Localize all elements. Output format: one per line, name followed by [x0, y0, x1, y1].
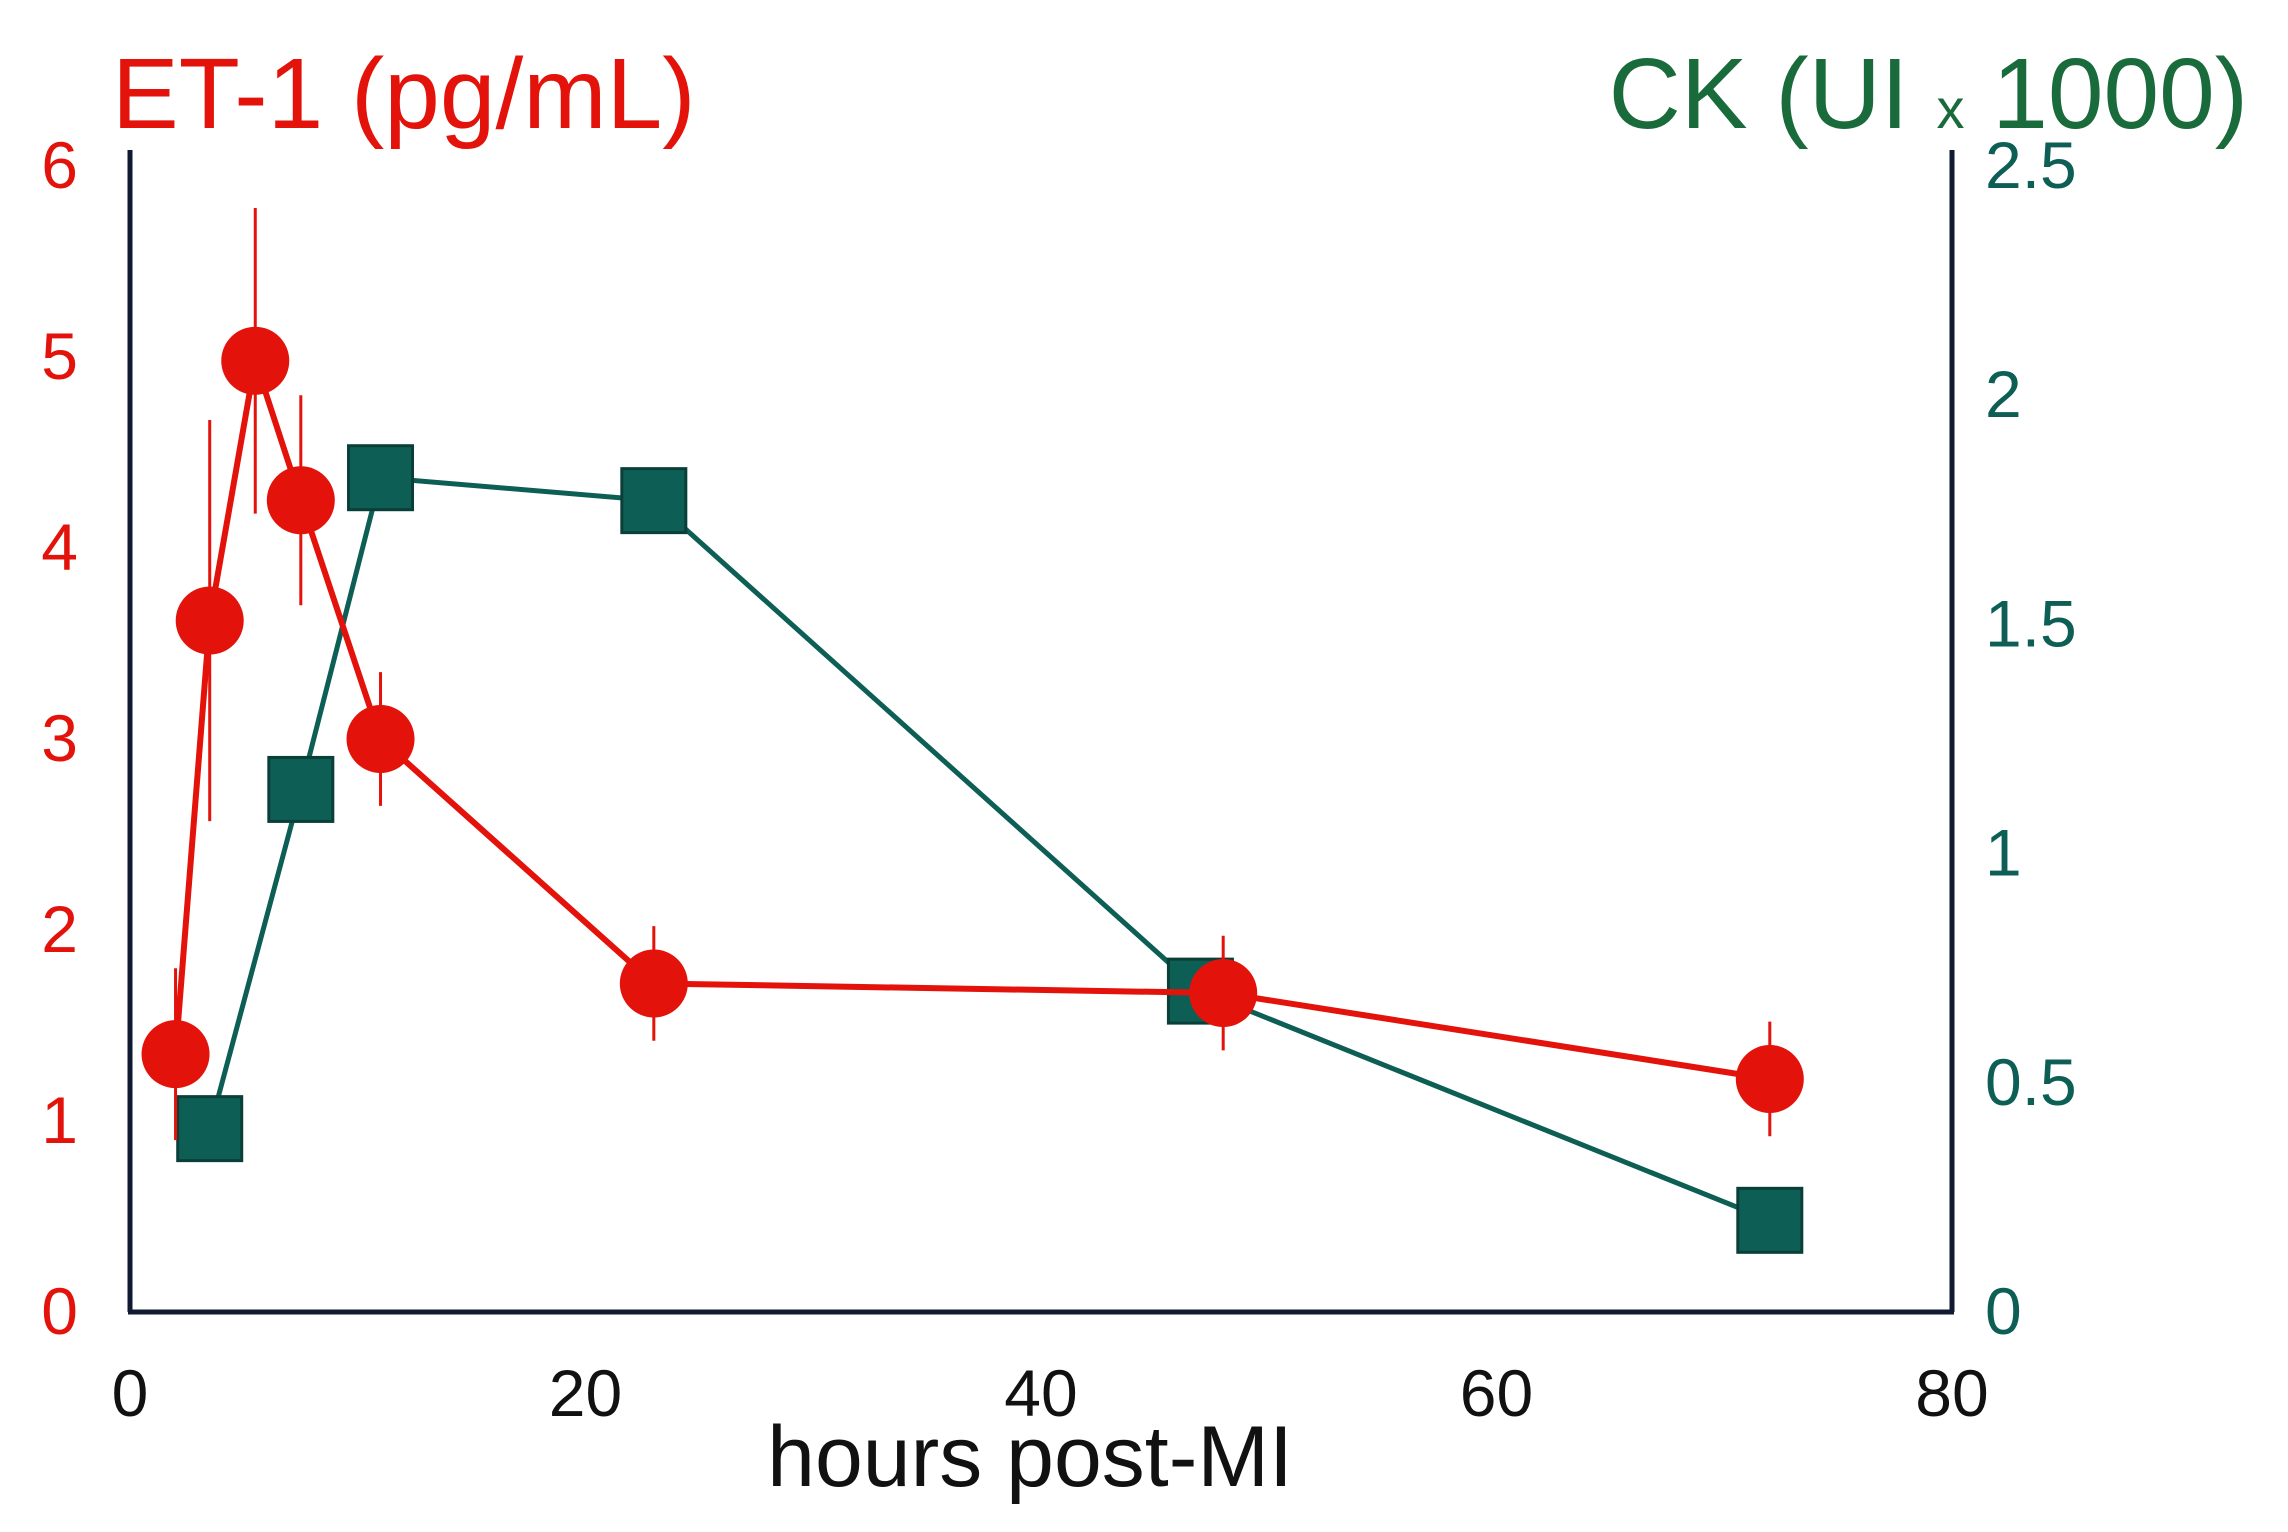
et-1-point: [1735, 1044, 1804, 1113]
left-y-tick-label: 1: [41, 1083, 78, 1157]
right-axis-title-part1: CK (UI: [1609, 38, 1937, 150]
right-y-tick-label: 2: [1985, 357, 2022, 431]
right-axis-title-part3: 1000): [1964, 38, 2248, 150]
ck-point: [620, 467, 688, 535]
et-1-point: [619, 949, 688, 1018]
left-y-tick-label: 4: [41, 510, 78, 584]
x-tick-label: 60: [1460, 1356, 1533, 1430]
left-axis-title: ET-1 (pg/mL): [112, 38, 696, 150]
left-y-tick-label: 6: [41, 128, 78, 202]
x-tick-label: 0: [112, 1356, 149, 1430]
et-1-point: [346, 705, 415, 773]
ck-point: [176, 1095, 244, 1163]
right-y-tick-labels: 0 0.5 1 1.5 2 2.5: [1985, 128, 2077, 1348]
left-y-tick-label: 3: [41, 701, 78, 775]
x-tick-label: 80: [1915, 1356, 1988, 1430]
right-y-tick-label: 2.5: [1985, 128, 2077, 202]
left-y-tick-label: 5: [41, 319, 78, 393]
right-y-tick-label: 0.5: [1985, 1045, 2077, 1119]
x-tick-labels: 0 20 40 60 80: [112, 1356, 1989, 1430]
left-y-tick-label: 2: [41, 892, 78, 966]
right-axis-title-multiplier: x: [1936, 77, 1964, 140]
right-axis-title: CK (UI x 1000): [1609, 38, 2248, 150]
et-1-point: [141, 1020, 210, 1089]
right-y-tick-label: 1.5: [1985, 586, 2077, 660]
et-1-point: [266, 466, 335, 535]
x-tick-label: 20: [549, 1356, 622, 1430]
left-y-tick-label: 0: [41, 1274, 78, 1348]
et-1-line: [172, 357, 1771, 1082]
et-1-point: [1189, 959, 1258, 1028]
et-1-point: [221, 326, 290, 395]
left-y-tick-labels: 0 1 2 3 4 5 6: [41, 128, 78, 1348]
et-1-point: [175, 586, 244, 655]
series-ck: [176, 444, 1804, 1254]
series-et1: [141, 208, 1804, 1141]
ck-point: [267, 755, 335, 823]
right-y-tick-label: 1: [1985, 816, 2022, 890]
right-y-tick-label: 0: [1985, 1274, 2022, 1348]
x-axis-label: hours post-MI: [767, 1409, 1293, 1505]
ck-point: [1736, 1186, 1804, 1254]
ck-point: [347, 444, 415, 512]
x-tick-label: 40: [1004, 1356, 1077, 1430]
ck-line: [207, 475, 1771, 1223]
